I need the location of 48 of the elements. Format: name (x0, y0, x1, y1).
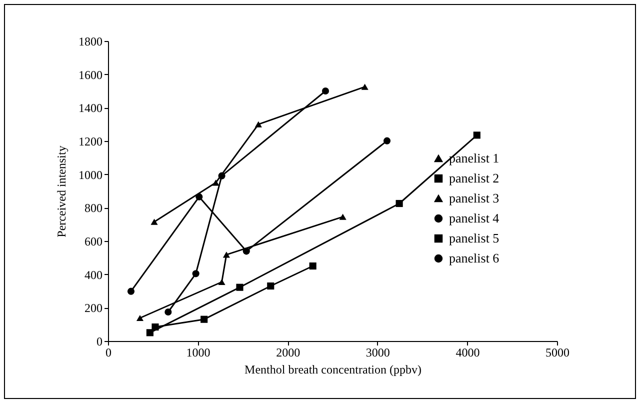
y-tick-label: 1400 (78, 101, 102, 116)
point (396, 200, 403, 208)
x-axis-title: Menthol breath concentration (ppbv) (244, 362, 422, 376)
point (127, 288, 135, 295)
legend-label: panelist 3 (449, 190, 500, 206)
x-tick-label: 5000 (546, 346, 570, 360)
x-tick-label: 0 (106, 346, 112, 360)
legend-label: panelist 1 (449, 150, 500, 166)
point (309, 262, 316, 270)
y-tick-label: 800 (84, 201, 102, 216)
point (136, 314, 144, 322)
point (267, 282, 274, 290)
x-tick-label: 3000 (366, 346, 390, 360)
point (152, 323, 159, 331)
point (164, 308, 172, 316)
point (322, 87, 330, 95)
y-tick-label: 1200 (78, 134, 102, 148)
point (222, 252, 230, 258)
x-tick-label: 1000 (186, 346, 210, 360)
legend-label: panelist 5 (449, 230, 500, 246)
y-axis-title: Perceived intensity (54, 146, 68, 238)
y-tick-label: 600 (84, 234, 102, 248)
point (339, 214, 346, 220)
point (383, 137, 391, 144)
point (200, 316, 208, 323)
point (150, 218, 158, 225)
y-tick-label: 200 (84, 301, 102, 316)
point (218, 278, 226, 286)
point (146, 329, 154, 336)
legend-label: panelist 6 (449, 250, 500, 266)
legend-label: panelist 4 (449, 210, 500, 226)
point (196, 193, 203, 200)
x-tick-label: 4000 (456, 346, 480, 360)
point (473, 132, 480, 139)
y-tick-label: 1600 (78, 68, 102, 82)
point (218, 172, 226, 180)
legend-label: panelist 2 (449, 170, 500, 186)
y-tick-label: 1800 (78, 34, 102, 48)
point (236, 284, 244, 291)
point (254, 121, 262, 128)
y-tick-label: 0 (96, 334, 102, 348)
y-tick-label: 400 (84, 268, 102, 282)
point (192, 270, 200, 278)
point (212, 180, 220, 186)
point (361, 84, 368, 90)
x-tick-label: 2000 (276, 346, 300, 360)
y-tick-label: 1000 (78, 168, 102, 182)
point (242, 248, 250, 255)
